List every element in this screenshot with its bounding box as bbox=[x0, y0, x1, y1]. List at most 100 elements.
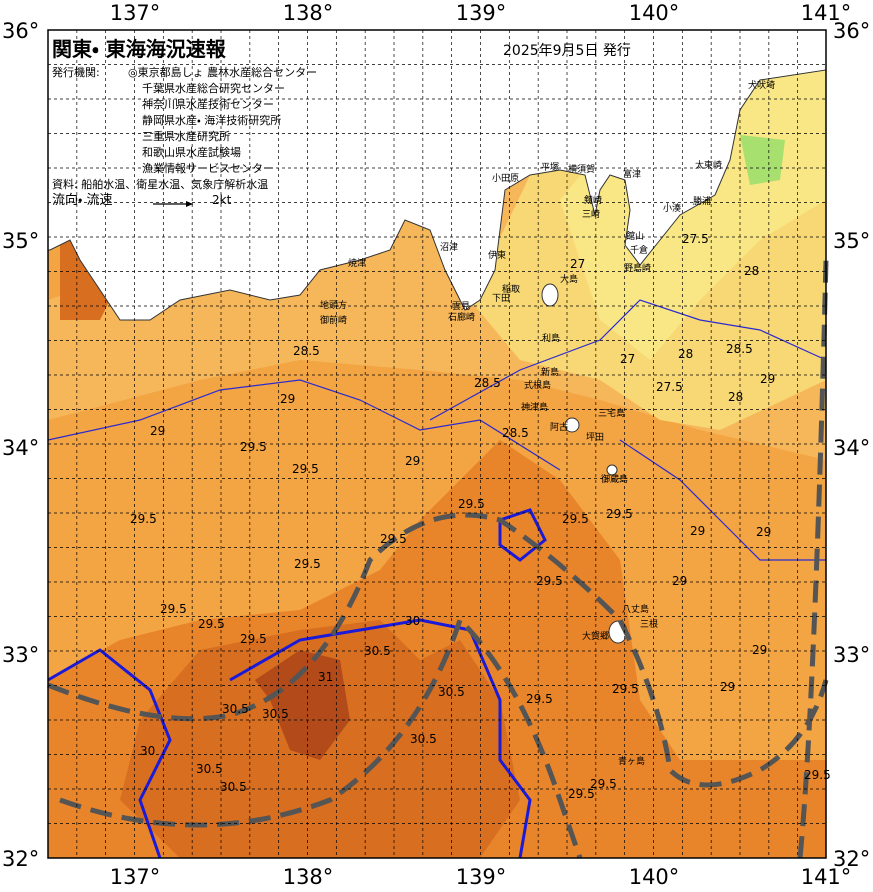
lat-label: 33° bbox=[833, 643, 870, 667]
flow-label: 流向・ 流速 bbox=[52, 192, 113, 208]
lat-label: 35° bbox=[833, 229, 870, 253]
place-name: 利島 bbox=[542, 332, 560, 344]
contour-label: 27.5 bbox=[656, 380, 683, 394]
lat-label: 36° bbox=[833, 19, 870, 43]
lat-label: 32° bbox=[2, 847, 39, 871]
contour-label: 29 bbox=[752, 643, 767, 657]
sea-brown bbox=[255, 650, 350, 760]
title: 関東・ 東海海況速報 bbox=[52, 37, 227, 61]
lat-label: 33° bbox=[2, 643, 39, 667]
frame bbox=[47, 29, 827, 859]
contour-label: 29 bbox=[756, 525, 771, 539]
contour-label: 30 bbox=[405, 614, 420, 628]
island bbox=[606, 464, 618, 476]
place-name: 千倉 bbox=[630, 245, 648, 256]
place-name: 富津 bbox=[623, 168, 641, 180]
place-name: 稲取 bbox=[502, 283, 520, 295]
current-path bbox=[797, 259, 829, 859]
lon-label: 139° bbox=[456, 865, 507, 888]
place-name: 雲見 bbox=[452, 301, 470, 312]
place-name: 大賀郷 bbox=[582, 630, 609, 642]
contour-line bbox=[619, 439, 826, 561]
contour-label: 29.5 bbox=[568, 787, 595, 801]
place-name: 小湊 bbox=[663, 202, 681, 214]
contour-label: 29.5 bbox=[240, 632, 267, 646]
lat-label: 32° bbox=[833, 847, 870, 871]
lon-label: 137° bbox=[110, 865, 161, 888]
contour-label: 30.5 bbox=[222, 702, 249, 716]
agency: ◎東京都島しょ 農林水産総合センター bbox=[128, 65, 317, 79]
contour-line bbox=[47, 379, 561, 471]
contour-label: 29 bbox=[720, 680, 735, 694]
place-name: 伊東 bbox=[488, 249, 506, 261]
place-name: 地頭方 bbox=[320, 299, 347, 311]
contour-label: 29.5 bbox=[294, 557, 321, 571]
contour-label: 29.5 bbox=[130, 512, 157, 526]
contour-line bbox=[429, 299, 827, 421]
agency: 神奈川県水産技術センター bbox=[142, 97, 274, 111]
contour-label: 28.5 bbox=[726, 342, 753, 356]
place-name: 三宅島 bbox=[598, 407, 625, 419]
contour-label: 30.5 bbox=[220, 780, 247, 794]
place-name: 大島 bbox=[560, 273, 578, 285]
contour-label: 29.5 bbox=[198, 617, 225, 631]
agency: 千葉県水産総合研究センター bbox=[142, 81, 285, 95]
lon-label: 138° bbox=[283, 1, 334, 25]
contour-label: 29.5 bbox=[562, 512, 589, 526]
place-name: 石廊崎 bbox=[448, 311, 475, 323]
contour-label: 29 bbox=[150, 424, 165, 438]
contour-label: 29 bbox=[690, 524, 705, 538]
contour-label: 29 bbox=[405, 454, 420, 468]
place-name: 下田 bbox=[492, 293, 510, 304]
place-name: 館山 bbox=[626, 230, 644, 242]
current-path bbox=[47, 512, 829, 788]
contour-label: 29.5 bbox=[160, 602, 187, 616]
contour-label: 29.5 bbox=[292, 462, 319, 476]
contour-label: 30.5 bbox=[196, 762, 223, 776]
place-name: 青ヶ島 bbox=[618, 755, 645, 767]
contours bbox=[47, 299, 827, 561]
place-name: 野島崎 bbox=[624, 262, 651, 274]
contour-label: 31 bbox=[318, 670, 333, 684]
agency-label: 発行機関: bbox=[52, 65, 100, 79]
contour-label: 30.5 bbox=[410, 732, 437, 746]
contour-label: 27 bbox=[570, 257, 585, 271]
place-name: 横須賀 bbox=[568, 163, 595, 175]
contour-label: 28.5 bbox=[502, 426, 529, 440]
place-name: 坪田 bbox=[586, 432, 604, 443]
lon-label: 140° bbox=[629, 1, 680, 25]
place-name: 平塚 bbox=[541, 162, 559, 173]
contour-label: 30.5 bbox=[364, 644, 391, 658]
contour-label: 27 bbox=[620, 352, 635, 366]
place-name: 太東崎 bbox=[695, 159, 722, 171]
contour-label: 28.5 bbox=[474, 376, 501, 390]
contour-label: 29.5 bbox=[458, 497, 485, 511]
land bbox=[47, 29, 827, 321]
grid bbox=[47, 29, 826, 859]
agency: 漁業情報サービスセンター bbox=[142, 161, 274, 175]
place-name: 剱崎 bbox=[584, 194, 602, 206]
contour-label: 30.5 bbox=[262, 707, 289, 721]
contour-label: 28 bbox=[728, 390, 743, 404]
contour-label: 30.5 bbox=[438, 685, 465, 699]
contour-label: 29 bbox=[672, 574, 687, 588]
place-name: 御蔵島 bbox=[601, 473, 628, 485]
agency: 三重県水産研究所 bbox=[142, 129, 230, 143]
sea-green bbox=[740, 135, 785, 185]
place-name: 三根 bbox=[640, 618, 658, 630]
lon-label: 141° bbox=[801, 865, 852, 888]
contour-label: 27.5 bbox=[682, 232, 709, 246]
lat-label: 36° bbox=[2, 19, 39, 43]
issue-date: 2025年9月5日 発行 bbox=[503, 43, 631, 59]
agency: 和歌山県水産試験場 bbox=[142, 145, 241, 159]
contour-label: 29.5 bbox=[536, 574, 563, 588]
contour-label: 29.5 bbox=[612, 682, 639, 696]
place-name: 神津島 bbox=[521, 401, 548, 413]
contour-label: 29.5 bbox=[380, 532, 407, 546]
contour-label: 29.5 bbox=[240, 440, 267, 454]
place-name: 三崎 bbox=[582, 208, 600, 220]
flow-arrowhead bbox=[186, 201, 193, 207]
island bbox=[541, 283, 559, 307]
